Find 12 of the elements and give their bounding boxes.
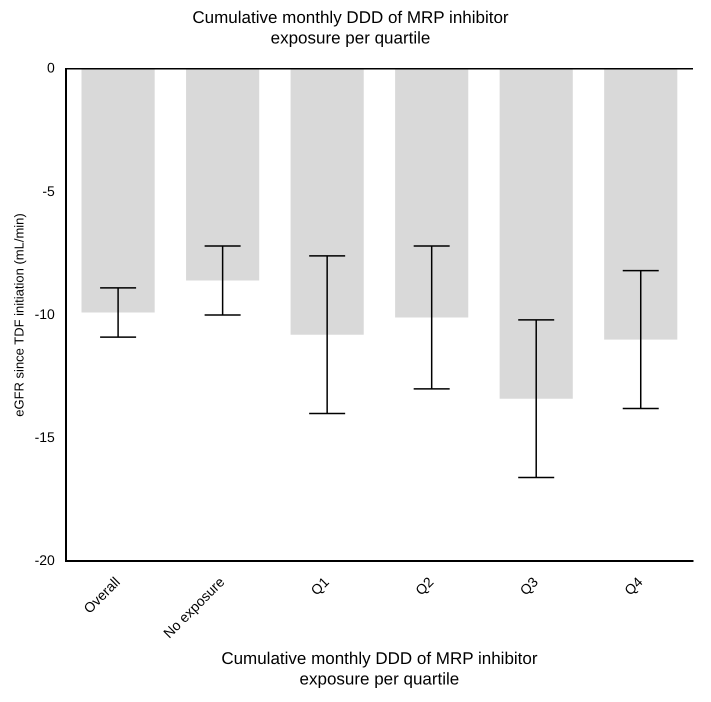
y-tick-label: 0 <box>47 60 56 76</box>
x-tick-label: Q3 <box>516 574 542 598</box>
chart-title: Cumulative monthly DDD of MRP inhibitor exposure per quartile <box>192 8 509 48</box>
x-tick-label: Q4 <box>621 574 646 598</box>
y-tick-label: -15 <box>34 428 56 445</box>
y-tick-label: -5 <box>42 182 56 199</box>
x-tick-label: Q2 <box>412 574 437 598</box>
x-tick-label: Q1 <box>307 574 332 598</box>
y-tick-label: -20 <box>34 552 56 568</box>
y-tick-label: -10 <box>34 306 56 322</box>
y-axis-title: eGFR since TDF initiation (mL/min) <box>11 213 26 417</box>
x-axis-title: Cumulative monthly DDD of MRP inhibitor exposure per quartile <box>221 649 538 688</box>
